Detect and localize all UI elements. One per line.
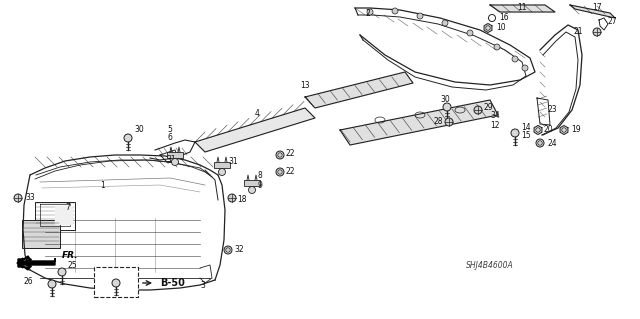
- Bar: [167, 152, 183, 158]
- Text: 26: 26: [24, 278, 34, 286]
- Polygon shape: [55, 206, 72, 224]
- Text: 2: 2: [365, 9, 370, 18]
- Text: 32: 32: [234, 246, 244, 255]
- Text: 9: 9: [258, 182, 263, 190]
- Text: 6: 6: [167, 133, 172, 143]
- Text: 16: 16: [499, 13, 509, 23]
- Polygon shape: [534, 125, 542, 135]
- Text: 23: 23: [547, 105, 557, 114]
- Text: 31: 31: [166, 155, 175, 165]
- Text: 3: 3: [200, 280, 205, 290]
- Circle shape: [367, 9, 373, 15]
- Circle shape: [124, 134, 132, 142]
- Circle shape: [276, 168, 284, 176]
- Circle shape: [14, 194, 22, 202]
- Circle shape: [58, 268, 66, 276]
- Text: 10: 10: [496, 24, 506, 33]
- Polygon shape: [560, 125, 568, 135]
- Text: 28: 28: [434, 117, 444, 127]
- Text: 15: 15: [521, 131, 531, 140]
- Polygon shape: [540, 25, 582, 135]
- Text: 8: 8: [258, 172, 263, 181]
- Bar: [35, 202, 75, 230]
- Circle shape: [593, 28, 601, 36]
- Text: 21: 21: [574, 27, 584, 36]
- Circle shape: [512, 56, 518, 62]
- Polygon shape: [570, 5, 615, 18]
- Bar: [244, 180, 260, 186]
- Circle shape: [494, 44, 500, 50]
- Text: 19: 19: [571, 125, 580, 135]
- Polygon shape: [195, 108, 315, 152]
- Circle shape: [112, 279, 120, 287]
- Circle shape: [48, 280, 56, 288]
- FancyBboxPatch shape: [94, 267, 138, 297]
- Text: 29: 29: [484, 102, 493, 112]
- Circle shape: [536, 139, 544, 147]
- Circle shape: [443, 103, 451, 111]
- Text: 13: 13: [300, 81, 310, 91]
- Polygon shape: [490, 5, 555, 12]
- Text: 27: 27: [607, 18, 616, 26]
- Circle shape: [445, 118, 453, 126]
- Text: 11: 11: [517, 3, 527, 11]
- Circle shape: [248, 187, 255, 194]
- Text: 14: 14: [521, 123, 531, 132]
- Polygon shape: [18, 256, 30, 270]
- Circle shape: [228, 194, 236, 202]
- Bar: [22, 220, 60, 248]
- Text: 12: 12: [490, 121, 499, 130]
- Circle shape: [392, 8, 398, 14]
- Circle shape: [467, 30, 473, 36]
- Text: 20: 20: [544, 125, 554, 135]
- Circle shape: [218, 168, 225, 175]
- Circle shape: [276, 151, 284, 159]
- Text: 30: 30: [440, 95, 450, 105]
- Bar: [214, 162, 230, 168]
- Polygon shape: [484, 24, 492, 33]
- Text: 7: 7: [65, 204, 70, 212]
- Circle shape: [511, 129, 519, 137]
- Text: 24: 24: [547, 138, 557, 147]
- Text: 22: 22: [286, 149, 296, 158]
- Polygon shape: [340, 100, 498, 145]
- Polygon shape: [17, 258, 55, 268]
- Circle shape: [224, 246, 232, 254]
- Text: 33: 33: [25, 192, 35, 202]
- Text: SHJ4B4600A: SHJ4B4600A: [466, 261, 514, 270]
- Text: 4: 4: [255, 108, 260, 117]
- Circle shape: [417, 13, 423, 19]
- Circle shape: [522, 65, 528, 71]
- Text: 22: 22: [286, 167, 296, 176]
- Circle shape: [442, 20, 448, 26]
- Text: 1: 1: [100, 181, 105, 189]
- Text: 34: 34: [490, 110, 500, 120]
- Text: B-50: B-50: [160, 278, 185, 288]
- Text: 5: 5: [167, 125, 172, 135]
- Text: 31: 31: [228, 158, 237, 167]
- Text: 17: 17: [592, 3, 602, 11]
- Circle shape: [474, 106, 482, 114]
- Circle shape: [172, 159, 179, 166]
- Polygon shape: [305, 72, 413, 108]
- Text: 18: 18: [237, 195, 246, 204]
- Text: 25: 25: [68, 261, 77, 270]
- Text: 30: 30: [134, 125, 144, 135]
- Text: FR.: FR.: [62, 251, 79, 261]
